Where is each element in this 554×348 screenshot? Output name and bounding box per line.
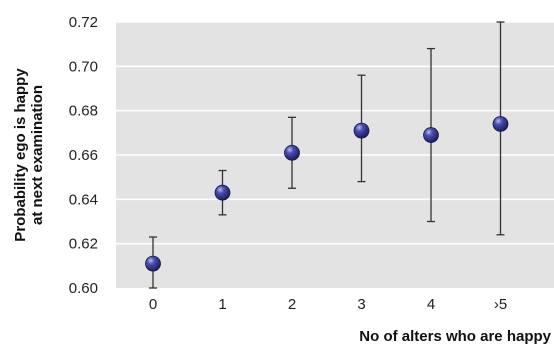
x-axis-label: No of alters who are happy [359,328,551,345]
y-axis-label-line1: Probability ego is happy [12,68,29,242]
y-axis-label-line2: at next examination [29,85,46,225]
x-axis-ticks: 0 1 2 3 4 ›5 [149,296,507,313]
x-tick-label: 2 [288,296,296,313]
y-tick-label: 0.66 [69,147,98,164]
y-tick-label: 0.60 [69,280,98,297]
y-axis-ticks: 0.60 0.62 0.64 0.66 0.68 0.70 0.72 [69,14,98,297]
data-point [353,122,370,139]
y-tick-label: 0.68 [69,103,98,120]
data-point [145,255,161,272]
x-tick-label: 1 [218,296,226,313]
data-point [423,127,439,143]
y-tick-label: 0.72 [69,14,98,31]
x-tick-label: 4 [427,296,435,313]
y-tick-label: 0.70 [69,58,98,75]
gridlines [116,21,554,245]
data-point [284,144,300,161]
y-tick-label: 0.62 [69,236,98,253]
data-point [214,184,231,201]
data-point [492,116,509,132]
data-points [145,116,509,272]
y-tick-label: 0.64 [69,191,98,208]
x-tick-label: 0 [149,296,157,313]
x-tick-label: 3 [357,296,365,313]
x-tick-label: ›5 [494,296,507,313]
